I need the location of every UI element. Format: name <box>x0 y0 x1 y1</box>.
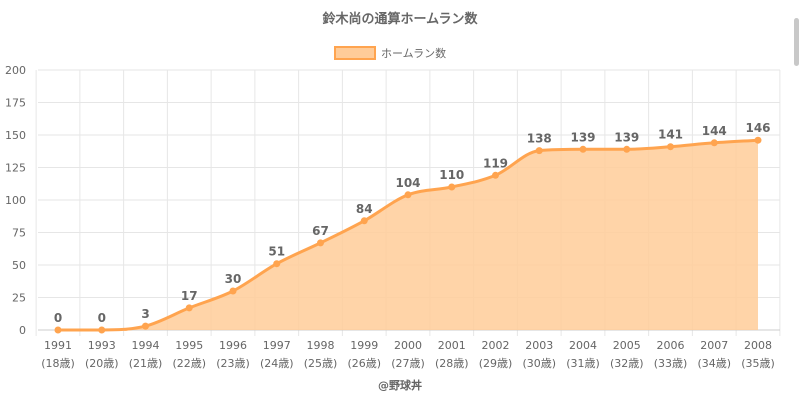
x-tick-label: 2002 <box>482 339 510 352</box>
legend-label: ホームラン数 <box>381 47 446 60</box>
data-point <box>535 147 543 155</box>
data-point <box>142 322 149 330</box>
x-tick-age-label: (24歳) <box>260 357 294 370</box>
data-label: 119 <box>483 156 508 170</box>
data-point <box>185 304 193 312</box>
scrollbar-thumb[interactable] <box>794 18 799 66</box>
data-point <box>667 143 674 151</box>
x-tick-label: 2008 <box>744 339 772 352</box>
data-point <box>54 326 62 334</box>
data-point <box>448 183 456 191</box>
x-tick-label: 1991 <box>44 339 72 352</box>
credit-text: @野球丼 <box>378 378 422 392</box>
x-tick-age-label: (35歳) <box>741 357 775 370</box>
data-label: 30 <box>225 272 242 286</box>
data-point <box>98 326 106 334</box>
x-tick-age-label: (31歳) <box>566 357 600 370</box>
x-tick-label: 2005 <box>613 339 641 352</box>
data-point <box>360 217 368 225</box>
data-point <box>273 260 281 268</box>
x-tick-age-label: (20歳) <box>85 357 119 370</box>
y-tick-label: 175 <box>5 97 26 110</box>
y-tick-label: 200 <box>5 64 26 77</box>
x-tick-age-label: (27歳) <box>391 357 425 370</box>
y-tick-label: 125 <box>5 162 26 175</box>
x-tick-label: 2001 <box>438 339 466 352</box>
scrollbar[interactable] <box>792 0 800 400</box>
y-tick-label: 50 <box>12 259 26 272</box>
x-tick-label: 2003 <box>525 339 553 352</box>
chart-title: 鈴木尚の通算ホームラン数 <box>323 11 479 27</box>
y-axis-ticks: 0 25 50 75 100 125 150 175 200 <box>5 64 26 337</box>
data-label: 51 <box>268 245 285 259</box>
data-point <box>229 287 237 295</box>
data-point <box>579 145 587 153</box>
data-label: 138 <box>527 132 552 146</box>
y-tick-label: 100 <box>5 194 26 207</box>
x-tick-label: 1995 <box>175 339 203 352</box>
data-point <box>404 191 412 199</box>
data-point <box>754 136 762 144</box>
x-tick-age-label: (25歳) <box>304 357 338 370</box>
x-tick-label: 1999 <box>350 339 378 352</box>
x-tick-age-label: (22歳) <box>172 357 206 370</box>
data-point <box>710 139 718 147</box>
x-tick-age-label: (18歳) <box>41 357 75 370</box>
data-label: 104 <box>395 176 420 190</box>
data-point <box>623 145 631 153</box>
x-tick-label: 1994 <box>132 339 160 352</box>
y-tick-label: 25 <box>12 292 26 305</box>
y-tick-label: 75 <box>12 227 26 240</box>
x-tick-age-label: (34歳) <box>697 357 731 370</box>
x-tick-label: 1997 <box>263 339 291 352</box>
x-tick-age-label: (33歳) <box>654 357 688 370</box>
x-tick-age-label: (30歳) <box>522 357 556 370</box>
legend[interactable]: ホームラン数 <box>334 46 446 60</box>
x-tick-age-label: (29歳) <box>479 357 513 370</box>
data-label: 139 <box>570 130 595 144</box>
data-label: 146 <box>745 121 770 135</box>
x-tick-label: 1996 <box>219 339 247 352</box>
data-label: 144 <box>702 124 727 138</box>
data-label: 139 <box>614 130 639 144</box>
x-tick-age-label: (26歳) <box>347 357 381 370</box>
x-tick-label: 2004 <box>569 339 597 352</box>
data-label: 84 <box>356 202 373 216</box>
x-tick-label: 1998 <box>307 339 335 352</box>
series-area <box>58 140 758 330</box>
data-point <box>317 239 324 247</box>
data-points <box>54 136 762 334</box>
data-label: 110 <box>439 168 464 182</box>
x-tick-label: 2006 <box>657 339 685 352</box>
data-label: 17 <box>181 289 198 303</box>
x-tick-age-label: (23歳) <box>216 357 250 370</box>
x-tick-age-label: (21歳) <box>129 357 163 370</box>
data-point <box>492 171 499 179</box>
data-label: 67 <box>312 224 329 238</box>
x-tick-age-label: (32歳) <box>610 357 644 370</box>
legend-swatch <box>334 46 376 60</box>
y-tick-label: 0 <box>19 324 26 337</box>
x-tick-label: 2000 <box>394 339 422 352</box>
x-tick-age-label: (28歳) <box>435 357 469 370</box>
data-label: 0 <box>54 311 62 325</box>
x-axis-ticks: 1991 (18歳) 1993 (20歳) 1994 (21歳) 1995 (22歳) 1996… <box>41 339 775 370</box>
data-label: 0 <box>98 311 106 325</box>
y-tick-label: 150 <box>5 129 26 142</box>
data-label: 3 <box>141 307 149 321</box>
data-labels: 0 0 3 17 30 51 67 84 104 110 119 138 139 139 141 144 146 <box>54 121 771 325</box>
x-tick-label: 1993 <box>88 339 116 352</box>
data-label: 141 <box>658 128 683 142</box>
x-tick-label: 2007 <box>700 339 728 352</box>
